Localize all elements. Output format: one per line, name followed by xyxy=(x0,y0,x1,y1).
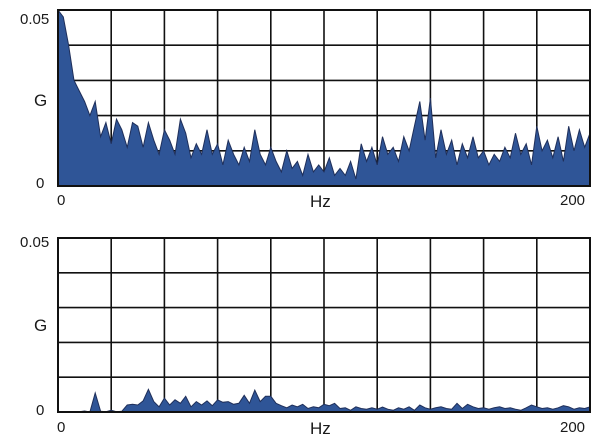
series-area-bottom xyxy=(57,237,591,413)
x-tick-label-min-bottom: 0 xyxy=(57,419,65,436)
y-axis-label-top: G xyxy=(34,91,47,110)
y-tick-label-zero-top: 0 xyxy=(36,175,44,192)
spectrum-line-bottom xyxy=(58,388,591,413)
y-tick-label-zero-bottom: 0 xyxy=(36,402,44,419)
spectrum-area-bottom xyxy=(58,389,590,412)
grid-bottom xyxy=(58,238,590,412)
chart-bottom: 0.05 G 0 0 Hz 200 xyxy=(20,234,591,438)
y-axis-label-bottom: G xyxy=(34,316,47,335)
x-axis-label-bottom: Hz xyxy=(310,419,331,438)
y-tick-label-max-top: 0.05 xyxy=(20,11,49,28)
plot-frame-top xyxy=(57,9,591,187)
chart-top: 0.05 G 0 0 Hz 200 xyxy=(20,9,591,211)
x-tick-label-max-top: 200 xyxy=(560,192,585,209)
spectrum-area-top xyxy=(58,10,590,186)
series-area-top xyxy=(57,9,591,187)
x-tick-label-min-top: 0 xyxy=(57,192,65,209)
grid-top xyxy=(58,10,590,186)
spectrum-line-top xyxy=(57,9,591,180)
plot-frame-bottom xyxy=(57,237,591,413)
x-tick-label-max-bottom: 200 xyxy=(560,419,585,436)
x-axis-label-top: Hz xyxy=(310,192,331,211)
y-tick-label-max-bottom: 0.05 xyxy=(20,234,49,251)
